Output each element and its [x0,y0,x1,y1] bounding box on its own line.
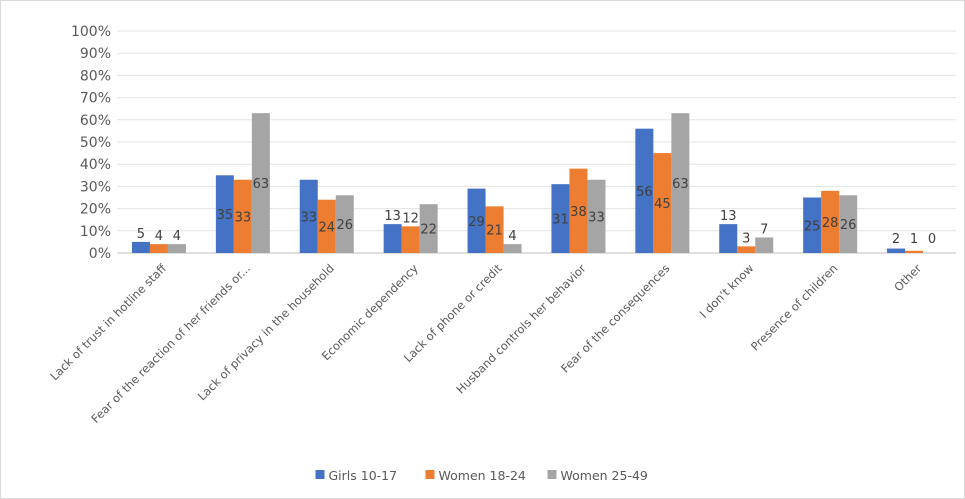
data-label: 2 [892,232,900,247]
data-label: 26 [840,218,857,233]
x-category-label: Presence of children [748,261,840,353]
bar [635,128,654,253]
legend-label: Women 18-24 [439,468,526,483]
y-tick-label: 30% [80,179,111,195]
x-category-label: Economic dependency [319,261,421,363]
x-category-label: Lack of privacy in the household [195,261,337,403]
data-label: 4 [155,229,163,244]
y-tick-label: 80% [80,68,111,84]
data-label: 63 [253,177,270,192]
legend-swatch [315,470,325,479]
bar [821,190,840,253]
bar [401,226,420,253]
bar [233,179,252,253]
bar [317,199,336,253]
bar [569,168,588,253]
data-label: 13 [384,209,401,224]
bar [167,244,186,253]
data-label: 38 [570,205,587,220]
bar [737,246,756,253]
y-tick-label: 100% [71,24,111,40]
data-label: 5 [137,227,145,242]
data-label: 12 [402,211,419,226]
bar [299,179,318,253]
data-label: 4 [173,229,181,244]
data-label: 3 [742,231,750,246]
y-tick-label: 70% [80,91,111,107]
bar [503,244,522,253]
data-label: 26 [336,218,353,233]
legend-swatch [425,470,435,479]
data-label: 31 [552,213,569,228]
bars [131,113,924,253]
legend-swatch [547,470,557,479]
y-tick-label: 60% [80,113,111,129]
bar [485,206,504,253]
y-tick-label: 40% [80,157,111,173]
data-label: 35 [217,208,234,223]
y-tick-label: 0% [89,246,111,262]
bar [587,179,606,253]
y-tick-label: 10% [80,224,111,240]
legend-label: Women 25-49 [561,468,648,483]
data-label: 1 [910,232,918,247]
bar [719,224,738,253]
data-label: 33 [588,210,605,225]
y-tick-label: 50% [80,135,111,151]
bar [905,250,924,253]
bar [803,197,822,253]
x-category-label: I don't know [697,261,757,321]
data-label: 28 [822,216,839,231]
bar [551,184,570,253]
x-category-label: Fear of the reaction of her friends or..… [88,261,253,426]
data-label: 56 [636,185,653,200]
bar [419,204,438,253]
bar [887,248,906,253]
data-label: 63 [672,177,689,192]
legend: Girls 10-17 Women 18-24 Women 25-49 [315,468,648,483]
bar [335,195,354,253]
bar [251,113,270,253]
bar [755,237,774,253]
y-tick-label: 20% [80,202,111,218]
bar [467,188,486,253]
data-label: 29 [468,215,485,230]
data-label: 22 [420,223,437,238]
data-label: 21 [486,224,503,239]
bar [653,153,672,253]
data-label: 24 [318,220,335,235]
y-tick-label: 90% [80,46,111,62]
data-label: 25 [804,219,821,234]
data-label: 33 [235,210,252,225]
bar [131,241,150,253]
data-label: 45 [654,197,671,212]
bar [383,224,402,253]
data-label: 33 [300,210,317,225]
bar [839,195,858,253]
bar [149,244,168,253]
y-axis-tick-labels: 0% 10% 20% 30% 40% 50% 60% 70% 80% 90% 100% [71,24,111,262]
x-category-label: Other [891,261,924,294]
bar [671,113,690,253]
data-label: 7 [760,222,768,237]
data-label: 4 [508,229,516,244]
bar [215,175,234,253]
data-label: 0 [928,232,936,247]
data-label: 13 [720,209,737,224]
legend-label: Girls 10-17 [329,468,398,483]
